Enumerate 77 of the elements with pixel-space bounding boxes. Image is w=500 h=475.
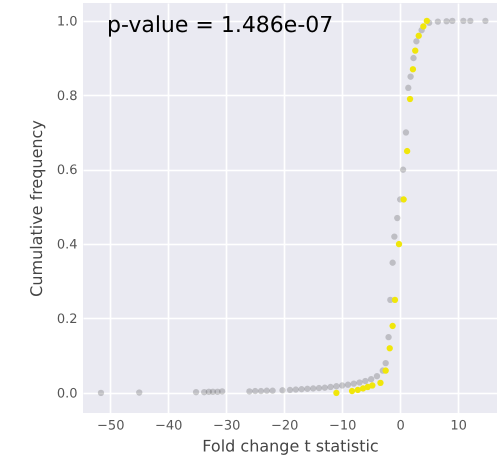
point xyxy=(382,367,389,374)
y-tick-label: 0.0 xyxy=(56,386,78,402)
annotation: p-value = 1.486e-07 xyxy=(107,13,334,38)
point xyxy=(368,376,374,382)
point xyxy=(258,388,264,394)
point xyxy=(412,47,418,54)
point xyxy=(192,389,200,396)
point xyxy=(460,18,467,24)
x-tick-label: −40 xyxy=(155,418,182,434)
point xyxy=(348,388,356,394)
point xyxy=(286,386,294,394)
point xyxy=(354,386,361,394)
point xyxy=(310,385,316,392)
point xyxy=(252,388,258,394)
point xyxy=(333,383,340,390)
point xyxy=(98,390,104,396)
point xyxy=(219,388,226,395)
point xyxy=(269,388,276,394)
point xyxy=(322,384,328,391)
point xyxy=(410,66,416,72)
point xyxy=(405,84,412,91)
point xyxy=(385,334,392,340)
point xyxy=(416,32,422,39)
y-tick-label: 0.8 xyxy=(56,88,78,104)
y-tick-label: 1.0 xyxy=(56,14,78,30)
point xyxy=(382,360,389,366)
point xyxy=(356,379,363,386)
point xyxy=(279,387,286,394)
point xyxy=(292,386,299,393)
y-tick-label: 0.4 xyxy=(56,238,78,253)
point xyxy=(298,386,305,392)
point xyxy=(413,38,420,44)
y-tick-label: 0.6 xyxy=(56,163,78,178)
point xyxy=(391,233,398,240)
x-tick-label: 10 xyxy=(450,418,467,434)
point xyxy=(482,18,489,24)
point xyxy=(400,166,406,173)
point xyxy=(400,196,407,203)
point xyxy=(434,18,442,25)
point xyxy=(350,380,357,387)
x-tick-label: −20 xyxy=(270,418,298,434)
point xyxy=(449,18,456,24)
point xyxy=(394,214,400,222)
x-tick-label: 0 xyxy=(396,418,405,434)
y-tick-label: 0.2 xyxy=(56,312,78,327)
x-tick-label: −10 xyxy=(328,418,356,434)
point xyxy=(339,382,346,389)
x-tick-label: −50 xyxy=(97,418,124,434)
point xyxy=(443,18,450,24)
point xyxy=(377,380,384,386)
point xyxy=(389,322,396,330)
point xyxy=(327,384,334,390)
point xyxy=(344,382,352,388)
point xyxy=(304,386,311,392)
point xyxy=(264,388,270,394)
point xyxy=(136,389,142,396)
point xyxy=(316,384,322,392)
point xyxy=(386,345,393,352)
point xyxy=(410,54,417,62)
point xyxy=(424,18,430,24)
x-axis-title: Fold change t statistic xyxy=(202,436,379,456)
point xyxy=(362,378,369,384)
point xyxy=(420,23,427,30)
point xyxy=(407,74,414,80)
point xyxy=(389,260,396,266)
x-tick-label: −30 xyxy=(213,418,240,434)
point xyxy=(374,373,380,380)
y-axis-title: Cumulative frequency xyxy=(26,120,46,297)
point xyxy=(369,382,376,389)
point xyxy=(406,96,414,102)
point xyxy=(392,296,398,304)
point xyxy=(402,129,410,136)
point xyxy=(467,18,474,24)
point xyxy=(396,240,402,248)
point xyxy=(404,148,410,154)
point xyxy=(246,388,253,395)
point xyxy=(333,390,340,396)
